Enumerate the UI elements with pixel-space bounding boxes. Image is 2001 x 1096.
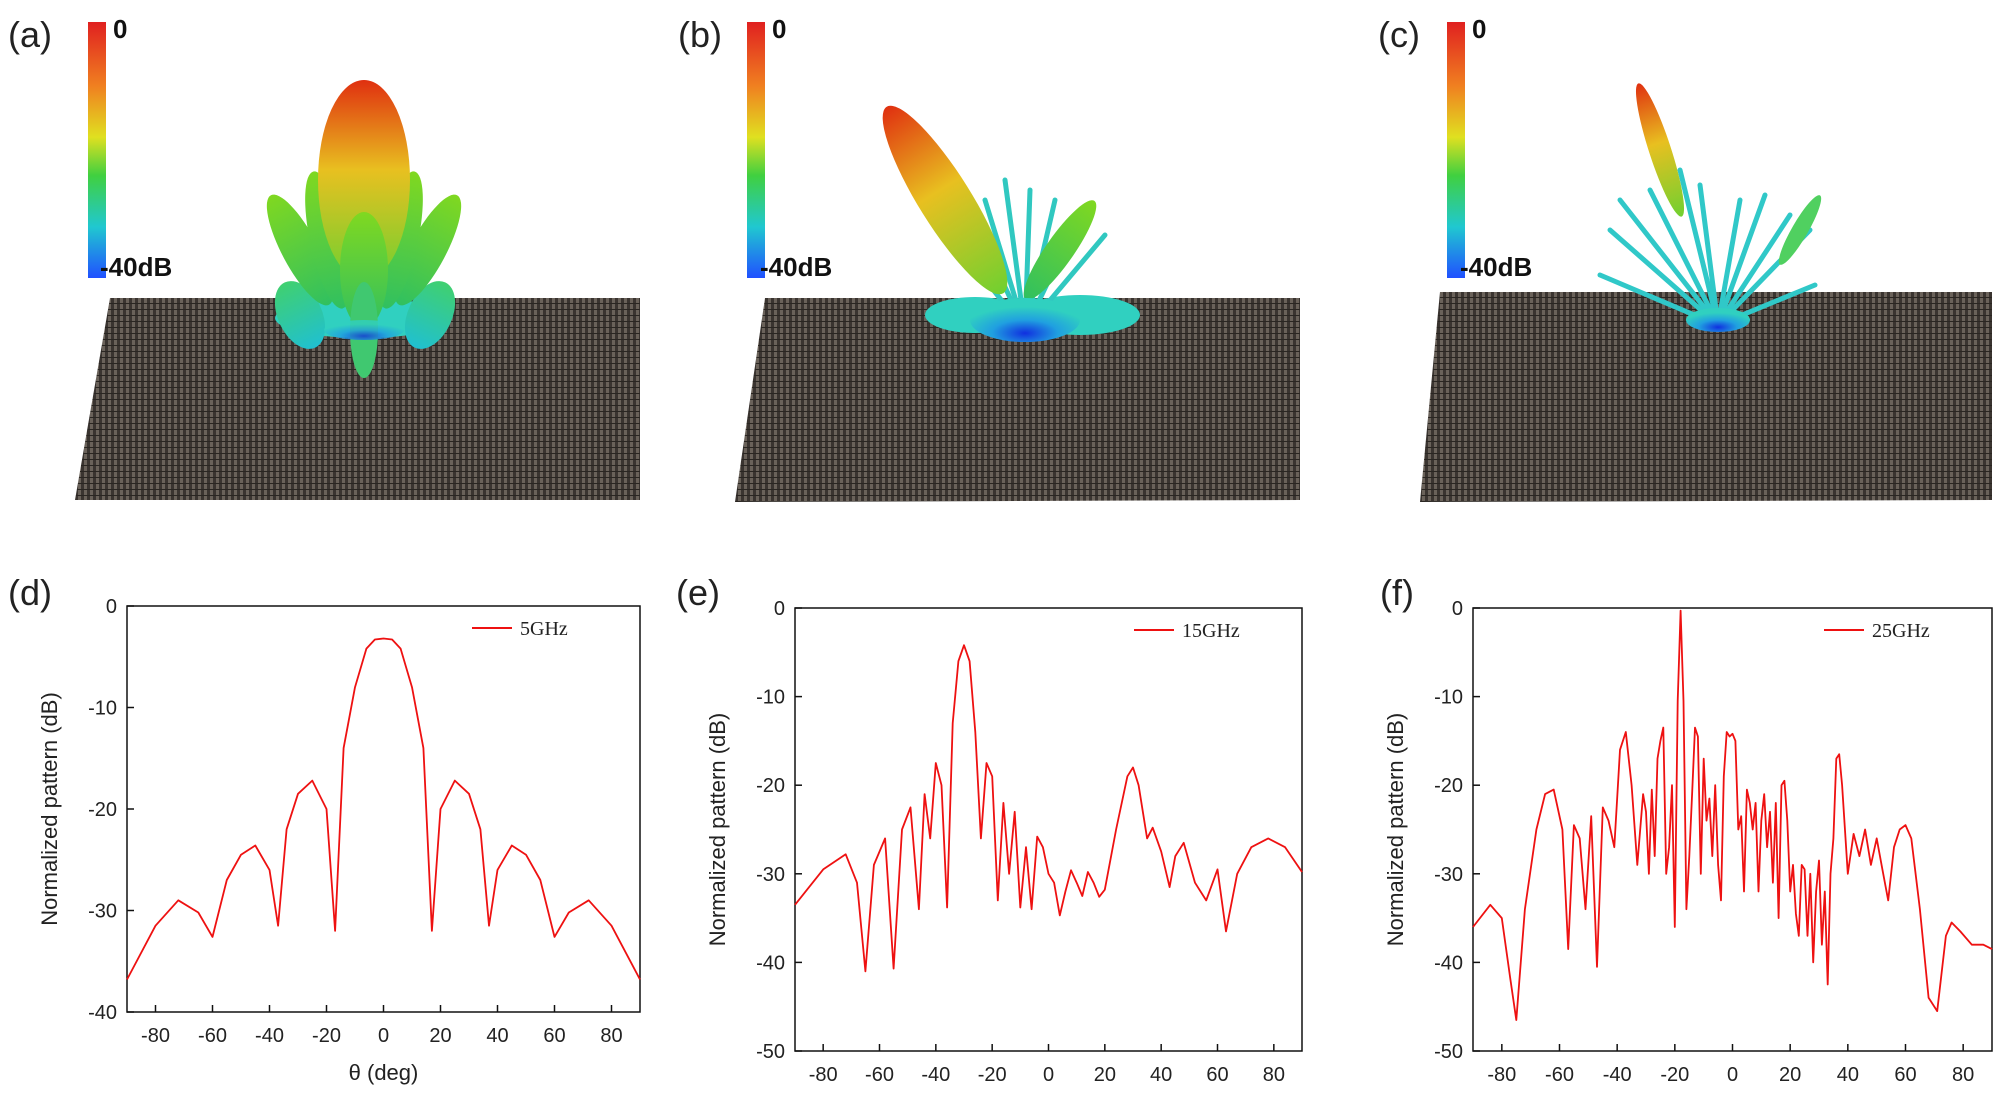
x-tick-label: 0 [1727, 1064, 1738, 1086]
x-tick-label: 20 [429, 1025, 451, 1047]
panel-b: (b) 0 -40dB [678, 14, 1300, 502]
ground-plane [1420, 292, 1992, 502]
chart-e: (e) -80 -60 -40 -20 0 20 40 60 80 0 -10 -20 -30 -40 -50… [676, 572, 1303, 1086]
y-axis-label: Normalized pattern (dB) [37, 692, 62, 926]
x-tick-label: 20 [1094, 1064, 1116, 1086]
y-tick-label: 0 [1452, 598, 1463, 620]
x-tick-label: -60 [1545, 1064, 1574, 1086]
panel-label: (b) [678, 14, 722, 55]
x-tick-label: -60 [865, 1064, 894, 1086]
plot-frame [1472, 607, 1993, 1052]
panel-label: (c) [1378, 14, 1420, 55]
colorbar [747, 22, 765, 278]
plot-frame [126, 605, 641, 1013]
panel-label: (e) [676, 572, 720, 613]
plot-frame [794, 607, 1303, 1052]
colorbar-min-label: -40dB [100, 252, 172, 282]
y-tick-label: -40 [88, 1002, 117, 1024]
x-tick-label: 80 [600, 1025, 622, 1047]
y-tick-label: -40 [1434, 952, 1463, 974]
y-tick-label: -30 [88, 901, 117, 923]
y-tick-label: 0 [774, 598, 785, 620]
x-tick-label: -20 [312, 1025, 341, 1047]
chart-f: (f) -80 -60 -40 -20 0 20 40 60 80 0 -10 -20 -30 -40 -50… [1380, 572, 1993, 1086]
colorbar-max-label: 0 [1472, 14, 1486, 44]
x-tick-label: 40 [1837, 1064, 1859, 1086]
y-tick-label: -30 [1434, 864, 1463, 886]
x-tick-label: -80 [141, 1025, 170, 1047]
panel-label: (a) [8, 14, 52, 55]
x-tick-label: 40 [1150, 1064, 1172, 1086]
y-tick-label: -10 [88, 698, 117, 720]
series-line [1472, 609, 1993, 1021]
x-tick-label: 60 [1894, 1064, 1916, 1086]
x-tick-label: 80 [1952, 1064, 1974, 1086]
x-tick-label: 60 [1206, 1064, 1228, 1086]
y-tick-label: -40 [756, 952, 785, 974]
y-tick-label: -50 [756, 1041, 785, 1063]
series-line [126, 637, 641, 980]
radiation-pattern [266, 80, 462, 378]
x-tick-label: 40 [486, 1025, 508, 1047]
panel-label: (f) [1380, 572, 1414, 613]
y-tick-label: -10 [1434, 687, 1463, 709]
colorbar-max-label: 0 [113, 14, 127, 44]
x-tick-label: 0 [378, 1025, 389, 1047]
y-axis-label: Normalized pattern (dB) [705, 713, 730, 947]
radiation-pattern [1597, 83, 1822, 332]
y-axis-label: Normalized pattern (dB) [1383, 713, 1408, 947]
y-tick-label: -20 [1434, 775, 1463, 797]
colorbar [1447, 22, 1465, 278]
panel-c: (c) 0 -40dB [1378, 14, 1992, 502]
legend-label: 25GHz [1872, 620, 1930, 642]
colorbar-min-label: -40dB [760, 252, 832, 282]
x-tick-label: -80 [1487, 1064, 1516, 1086]
ground-plane [75, 298, 640, 500]
x-tick-label: 60 [543, 1025, 565, 1047]
colorbar-max-label: 0 [772, 14, 786, 44]
y-tick-label: -20 [88, 799, 117, 821]
radiation-pattern [882, 105, 1140, 342]
x-tick-label: -20 [978, 1064, 1007, 1086]
ground-plane [735, 298, 1300, 502]
panel-label: (d) [8, 572, 52, 613]
panel-a: (a) 0 -40dB [8, 14, 640, 500]
x-axis-label: θ (deg) [349, 1060, 419, 1085]
y-tick-label: 0 [106, 596, 117, 618]
chart-d: (d) -80 -60 -40 -20 0 20 40 60 80 0 -10 -20 -30 -40 θ (… [8, 572, 641, 1085]
y-tick-label: -30 [756, 864, 785, 886]
y-tick-label: -50 [1434, 1041, 1463, 1063]
legend-label: 15GHz [1182, 620, 1240, 642]
legend-label: 5GHz [520, 618, 568, 640]
x-tick-label: 20 [1779, 1064, 1801, 1086]
y-tick-label: -10 [756, 687, 785, 709]
series-line [794, 644, 1303, 973]
colorbar [88, 22, 106, 278]
x-tick-label: 0 [1043, 1064, 1054, 1086]
y-tick-label: -20 [756, 775, 785, 797]
x-tick-label: -60 [198, 1025, 227, 1047]
x-tick-label: -40 [255, 1025, 284, 1047]
x-tick-label: -20 [1660, 1064, 1689, 1086]
x-tick-label: -40 [921, 1064, 950, 1086]
colorbar-min-label: -40dB [1460, 252, 1532, 282]
x-tick-label: -80 [809, 1064, 838, 1086]
x-tick-label: 80 [1263, 1064, 1285, 1086]
x-tick-label: -40 [1603, 1064, 1632, 1086]
